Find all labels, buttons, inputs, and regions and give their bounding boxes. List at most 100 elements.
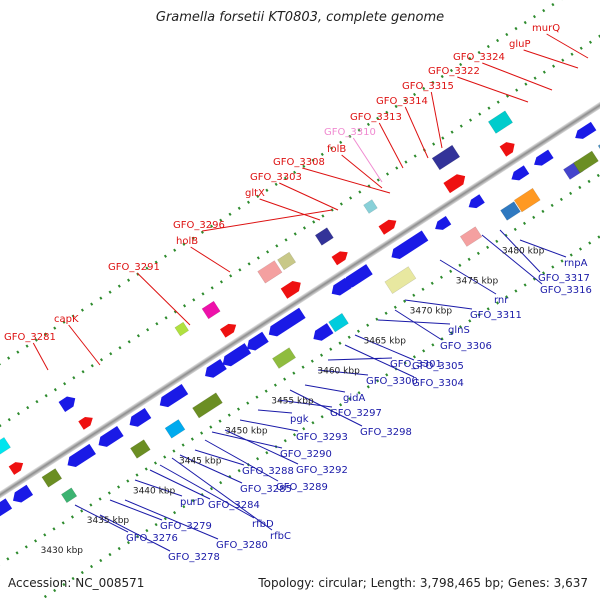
gene-label-upper: gluP xyxy=(509,39,531,50)
gene-label-upper: GFO_3322 xyxy=(428,66,480,77)
gene-label-lower: GFO_3289 xyxy=(276,482,328,493)
gene-label-lower: GFO_3285 xyxy=(240,484,292,495)
gene-feature xyxy=(487,110,514,134)
leader-line xyxy=(304,384,346,393)
leader-line xyxy=(341,154,383,189)
gene-label-lower: GFO_3300 xyxy=(366,376,418,387)
gene-feature xyxy=(513,187,541,213)
leader-line xyxy=(404,106,429,159)
leader-line xyxy=(190,246,231,273)
gene-feature xyxy=(0,498,13,522)
leader-line xyxy=(149,469,211,500)
gene-label-upper: GFO_3314 xyxy=(376,96,428,107)
leader-line xyxy=(224,429,299,465)
gene-label-upper: GFO_3281 xyxy=(4,332,56,343)
gene-feature xyxy=(443,174,466,194)
leader-line xyxy=(109,499,163,521)
gene-label-upper: holB xyxy=(176,236,198,247)
gene-label-upper: GFO_3296 xyxy=(173,220,225,231)
leader-line xyxy=(134,479,183,497)
leader-line xyxy=(430,91,443,149)
gene-feature xyxy=(500,201,521,221)
gene-feature xyxy=(268,307,306,337)
gene-feature xyxy=(384,266,417,294)
gene-feature xyxy=(60,487,78,504)
leader-line xyxy=(457,76,529,103)
gene-feature xyxy=(220,323,237,338)
gene-label-lower: GFO_3288 xyxy=(242,466,294,477)
kbp-tick-label: 3435 kbp xyxy=(87,516,130,526)
gene-feature xyxy=(277,251,297,271)
gene-label-lower: GFO_3293 xyxy=(296,432,348,443)
gene-label-lower: GFO_3305 xyxy=(412,361,464,372)
kbp-tick-label: 3450 kbp xyxy=(225,426,268,436)
leader-line xyxy=(179,454,243,484)
gene-label-lower: GFO_3316 xyxy=(540,285,592,296)
guide-dots xyxy=(0,34,600,428)
gene-label-upper: GFO_3324 xyxy=(453,52,505,63)
leader-line xyxy=(394,309,443,341)
gene-feature xyxy=(205,358,227,378)
gene-feature xyxy=(78,416,93,430)
gene-label-lower: GFO_3280 xyxy=(216,540,268,551)
leader-line xyxy=(404,299,473,310)
leader-line xyxy=(194,449,245,466)
leader-line xyxy=(202,209,333,232)
gene-feature xyxy=(328,312,349,333)
leader-line xyxy=(204,439,279,482)
gene-feature xyxy=(201,300,221,320)
leader-line xyxy=(519,239,567,258)
leader-line xyxy=(523,49,579,69)
gene-label-lower: GFO_3301 xyxy=(390,359,442,370)
gene-feature xyxy=(67,443,96,468)
gene-label-lower: rfbD xyxy=(252,519,274,530)
gene-label-lower: rfbC xyxy=(270,531,291,542)
gene-label-lower: GFO_3306 xyxy=(440,341,492,352)
leader-line xyxy=(354,334,415,361)
gene-label-lower: GFO_3290 xyxy=(280,449,332,460)
kbp-tick-label: 3440 kbp xyxy=(133,486,176,496)
leader-line xyxy=(481,234,543,285)
leader-line xyxy=(302,167,391,194)
kbp-tick-label: 3475 kbp xyxy=(456,277,499,287)
gene-label-lower: pgk xyxy=(290,414,309,425)
gene-label-lower: glnS xyxy=(448,325,470,336)
gene-feature xyxy=(222,343,252,367)
gene-label-lower: GFO_3279 xyxy=(160,521,212,532)
kbp-tick-label: 3465 kbp xyxy=(364,336,407,346)
gene-feature xyxy=(391,230,429,260)
leader-line xyxy=(68,324,101,366)
gene-feature xyxy=(41,468,63,488)
leader-line xyxy=(239,419,299,432)
leader-line xyxy=(171,457,273,531)
kbp-tick-label: 3470 kbp xyxy=(410,307,453,317)
gene-feature xyxy=(272,347,297,369)
gene-feature xyxy=(331,251,348,266)
gene-label-upper: GFO_3303 xyxy=(250,172,302,183)
leader-line xyxy=(378,122,404,169)
gene-label-upper: GFO_3291 xyxy=(108,262,160,273)
leader-line xyxy=(136,272,191,326)
gene-feature xyxy=(378,219,397,235)
guide-dots xyxy=(37,234,600,600)
gene-feature xyxy=(130,439,151,459)
leader-line xyxy=(327,357,393,361)
guide-dots xyxy=(0,172,600,566)
gene-feature xyxy=(511,165,530,181)
leader-line xyxy=(352,137,383,183)
gene-feature xyxy=(129,407,152,427)
gene-feature xyxy=(13,484,34,503)
gene-feature xyxy=(575,121,597,139)
gene-feature xyxy=(468,194,485,209)
gene-feature xyxy=(314,227,334,246)
gene-label-lower: GFO_3317 xyxy=(538,273,590,284)
leader-line xyxy=(257,409,293,414)
gene-feature xyxy=(435,216,452,230)
label-leaders xyxy=(32,33,589,552)
gene-feature xyxy=(363,199,378,214)
kbp-tick-label: 3430 kbp xyxy=(41,546,84,556)
gene-label-upper: GFO_3315 xyxy=(402,81,454,92)
gene-label-lower: rnpA xyxy=(564,258,588,269)
